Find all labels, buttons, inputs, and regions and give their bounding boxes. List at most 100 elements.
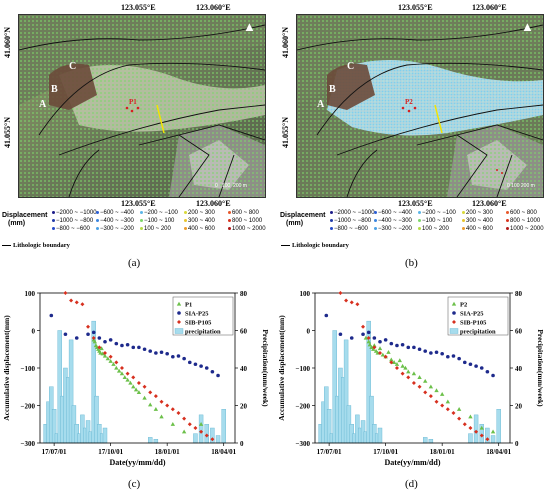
sia-point [148,349,153,353]
precip-bar [153,439,159,444]
legend-label: −2000 ~ −1000 [56,210,97,216]
sib-point [63,291,68,295]
p-point [102,353,108,358]
sia-point [412,345,416,350]
precip-bar [198,414,204,444]
precip-bar [148,437,153,444]
legend-item: 300 ~ 400 [462,218,493,224]
sib-point [366,336,371,340]
x-tick-label: 17/07/01 [317,448,342,456]
y-tick-label: −300 [296,440,311,448]
sia-point [103,339,107,344]
y-tick-label: 0 [307,328,311,336]
p-point [403,365,408,370]
legend-entry: SIB-P105 [460,320,487,327]
y-axis-label: Accumulative displacement(mm) [2,315,11,421]
sia-point [395,343,399,348]
legend-swatch [140,210,143,214]
y2-tick-label: 0 [515,440,519,448]
y2-tick-label: 60 [515,328,523,336]
point-label-p2: P2 [405,98,413,106]
p-point [400,363,405,368]
p-point [411,371,417,376]
y-tick-label: −200 [296,403,311,411]
legend-label: −300 ~ −200 [100,226,134,232]
sia-point [216,373,220,378]
legend-marker [174,328,184,334]
legend-label: 300 ~ 400 [188,218,215,224]
legend-item: 600 ~ 800 [506,210,537,216]
sib-point [457,416,462,421]
legend-item: 200 ~ 300 [462,210,493,216]
x-tick-label: 18/01/01 [155,448,180,456]
p-point [100,351,105,356]
place-label-b-b: B [329,84,336,95]
sib-point [74,300,79,305]
p-point [198,422,204,426]
p-point [456,407,462,411]
place-label-c-b: C [347,61,355,72]
legend-swatch [52,226,55,230]
sia-point [479,366,484,370]
p-point [397,358,402,363]
legend-a: Displacement (mm) −2000 ~ −1000 −600 ~ −40… [2,210,274,248]
legend-marker [177,320,181,324]
legend-item: −300 ~ −200 [374,226,412,232]
p-point [131,384,136,389]
legend-label: 400 ~ 600 [188,226,215,232]
sia-point [474,364,478,368]
legend-label: 400 ~ 600 [466,226,493,232]
place-label-a-b: A [317,99,325,110]
p-point [445,399,451,404]
sib-point [417,384,422,389]
legend-title-b: Displacement (mm) [280,212,326,227]
legend-marker [176,301,182,306]
legend-label: −100 ~ 100 [422,218,453,224]
p-point [122,375,127,379]
sib-point [165,403,170,408]
y-tick-label: 100 [300,290,311,298]
sib-point [204,433,209,438]
legend-swatch [184,210,187,214]
legend-item: −800 ~ −600 [52,226,90,232]
legend-label: −800 ~ −600 [56,226,90,232]
x-tick-label: 17/10/01 [373,448,398,456]
sib-point [361,324,366,329]
legend-label: −200 ~ −100 [422,210,456,216]
sia-point [361,332,365,337]
y2-tick-label: 20 [515,403,523,411]
lon-label-top-left: 123.055°E [121,3,156,12]
legend-item: 600 ~ 800 [228,210,259,216]
legend-swatch [506,218,509,222]
sia-point [63,332,68,337]
p-point [363,335,369,340]
legend-entry: precipitation [460,329,496,336]
sia-point [86,332,90,337]
p-point [369,345,374,349]
p-point [108,359,113,363]
sib-point [119,366,124,370]
p-point [142,395,147,400]
map-panel-a[interactable]: C B A P1 ▲ 0 100 200 m [18,14,266,198]
legend-label: −200 ~ −100 [144,210,178,216]
sia-point [423,349,428,353]
sib-point [400,371,405,376]
map-a-svg [19,15,265,197]
legend-label: −300 ~ −200 [378,226,412,232]
sia-point [131,345,136,350]
sib-point [344,298,349,303]
sib-point [153,394,158,399]
p-point [434,388,439,393]
legend-label: 100 ~ 200 [144,226,171,232]
sia-point [389,341,394,346]
map-panel-b[interactable]: C B A P2 ▲ 0 100 200 m [296,14,544,198]
legend-item: −400 ~ −300 [374,218,412,224]
p-point [428,384,434,389]
legend-item: −2000 ~ −1000 [330,210,375,216]
lithologic-legend-b: Lithologic boundary [281,242,349,249]
p-point [114,365,119,370]
x-axis-label: Date(yy/mm/dd) [385,458,441,467]
p-point [373,348,379,353]
sib-point [474,429,479,434]
p-point [389,357,394,362]
